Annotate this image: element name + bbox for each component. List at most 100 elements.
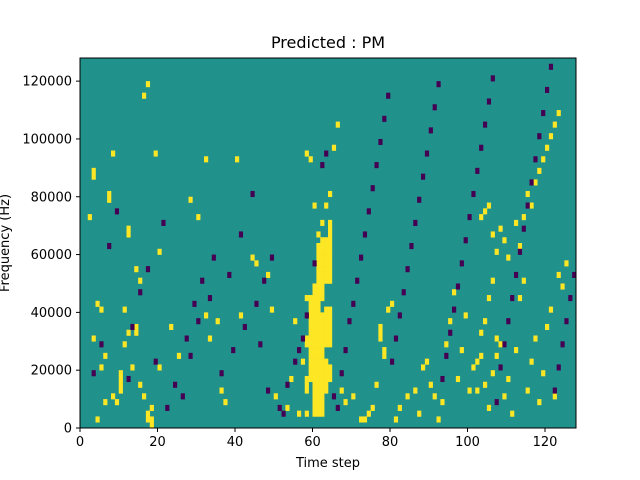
heatmap-cell — [285, 381, 290, 388]
heatmap-cell — [328, 375, 333, 383]
heatmap-cell — [324, 260, 329, 267]
heatmap-cell — [525, 190, 530, 198]
x-tick-label: 120 — [533, 435, 558, 450]
heatmap-cell — [250, 254, 255, 261]
heatmap-cell — [506, 318, 511, 325]
heatmap-cell — [452, 306, 457, 313]
heatmap-cell — [157, 248, 162, 255]
heatmap-cell — [173, 381, 178, 388]
heatmap-cell — [107, 243, 112, 250]
heatmap-cell — [401, 289, 406, 296]
heatmap-cell — [180, 393, 185, 400]
heatmap-cell — [289, 375, 294, 383]
x-axis: 0 20 40 60 80 100 120 — [76, 428, 558, 450]
heatmap-cell — [324, 248, 329, 255]
heatmap-cell — [479, 329, 484, 336]
heatmap-cell — [479, 144, 484, 151]
heatmap-cell — [320, 243, 325, 250]
heatmap-cell — [118, 370, 123, 377]
heatmap-cell — [316, 404, 321, 411]
heatmap-cell — [324, 202, 329, 209]
heatmap-cell — [320, 335, 325, 342]
heatmap-cell — [304, 150, 309, 157]
heatmap-cell — [312, 381, 317, 388]
heatmap-cell — [316, 295, 321, 302]
heatmap-cell — [374, 381, 379, 388]
heatmap-cell — [324, 375, 329, 383]
heatmap-cell — [126, 329, 131, 336]
heatmap-cell — [316, 243, 321, 250]
heatmap-cell — [153, 150, 158, 157]
heatmap-cell — [149, 404, 154, 411]
heatmap-cell — [238, 231, 244, 238]
heatmap-cell — [320, 277, 325, 284]
heatmap-cell — [428, 127, 433, 134]
heatmap-cell — [498, 364, 503, 371]
heatmap-cell — [316, 318, 321, 325]
heatmap-cell — [320, 375, 325, 383]
heatmap-cell — [440, 375, 445, 383]
heatmap-cell — [138, 289, 143, 296]
heatmap-cell — [347, 318, 352, 325]
heatmap-cell — [545, 323, 550, 331]
heatmap-cell — [297, 347, 302, 354]
heatmap-cell — [312, 295, 317, 302]
heatmap-cell — [308, 375, 313, 383]
heatmap-cell — [320, 289, 325, 296]
heatmap-cell — [281, 410, 286, 417]
heatmap-cell — [514, 347, 519, 354]
heatmap-cell — [316, 393, 321, 400]
heatmap-cell — [304, 341, 309, 348]
heatmap-cell — [134, 266, 139, 273]
heatmap-cell — [502, 393, 507, 400]
heatmap-cell — [324, 266, 329, 273]
heatmap-cell — [324, 364, 329, 371]
heatmap-cell — [494, 335, 499, 342]
heatmap-cell — [467, 214, 472, 221]
heatmap-cell — [207, 295, 213, 302]
heatmap-cell — [312, 404, 317, 411]
heatmap-cell — [455, 283, 461, 290]
heatmap-cell — [490, 277, 495, 284]
heatmap-cell — [308, 335, 313, 342]
heatmap-cell — [320, 410, 325, 417]
heatmap-cell — [490, 75, 495, 82]
heatmap-cell — [111, 150, 116, 157]
x-tick-label: 20 — [149, 435, 166, 450]
heatmap-cell — [324, 341, 329, 348]
heatmap-cell — [192, 300, 197, 307]
heatmap-cell — [459, 347, 464, 354]
heatmap-cell — [316, 370, 321, 377]
heatmap-cell — [475, 358, 480, 365]
chart-title: Predicted : PM — [271, 33, 385, 52]
heatmap-cell — [424, 150, 430, 157]
heatmap-cell — [277, 404, 282, 411]
heatmap-cell — [533, 335, 538, 342]
plot-frame — [79, 57, 577, 429]
heatmap-cell — [448, 329, 453, 336]
heatmap-cell — [560, 283, 565, 290]
heatmap-cell — [452, 289, 457, 296]
heatmap-cell — [165, 404, 170, 411]
heatmap-cell — [320, 271, 325, 278]
heatmap-cell — [316, 375, 321, 383]
heatmap-cell — [312, 358, 317, 365]
heatmap-cell — [91, 370, 96, 377]
heatmap-cell — [235, 156, 240, 163]
heatmap-cell — [118, 381, 123, 388]
heatmap-cell — [316, 260, 321, 267]
y-tick-label: 120000 — [22, 75, 72, 90]
y-axis-title: Frequency (Hz) — [0, 194, 13, 292]
heatmap-cell — [328, 231, 333, 238]
heatmap-cell — [479, 352, 484, 359]
heatmap-cell — [304, 295, 309, 302]
heatmap-cell — [320, 381, 325, 388]
heatmap-cell — [316, 335, 321, 342]
heatmap-cell — [502, 237, 507, 244]
heatmap-cell — [169, 323, 174, 331]
heatmap-cell — [328, 312, 333, 319]
heatmap-cell — [541, 110, 546, 117]
heatmap-cell — [142, 393, 147, 400]
heatmap-cell — [421, 364, 426, 371]
heatmap-cell — [320, 393, 325, 400]
